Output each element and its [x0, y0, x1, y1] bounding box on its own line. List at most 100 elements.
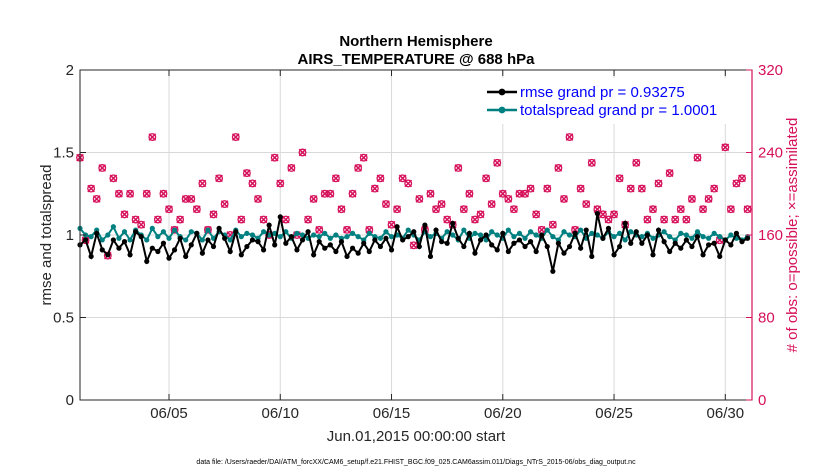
obs-possible-marker [704, 194, 713, 203]
totalspread-point [622, 237, 628, 243]
rmse-point [249, 237, 256, 243]
obs-possible-marker [148, 133, 157, 141]
obs-possible-marker [432, 205, 440, 214]
x-tick-label: 06/20 [484, 405, 522, 422]
obs-assimilated-marker [309, 195, 318, 203]
obs-assimilated-marker [198, 179, 207, 188]
rmse-point [222, 235, 228, 241]
rmse-point [255, 239, 261, 245]
data-file-footer: data file: /Users/raeder/DAI/ATM_forcXX/… [196, 459, 636, 466]
obs-possible-marker [165, 205, 173, 214]
totalspread-point [700, 234, 706, 240]
y-axis-label-left: rmse and totalspread [38, 165, 55, 306]
obs-assimilated-marker [393, 205, 401, 214]
obs-possible-marker [187, 194, 196, 203]
obs-assimilated-marker [343, 226, 351, 234]
obs-possible-marker [309, 194, 318, 203]
obs-possible-marker [465, 189, 474, 198]
totalspread-point [149, 225, 155, 231]
rmse-point [333, 248, 339, 255]
obs-assimilated-marker [465, 189, 474, 198]
obs-possible-marker [298, 148, 307, 157]
rmse-point [650, 252, 656, 258]
totalspread-point [238, 234, 244, 240]
rmse-point [639, 240, 645, 246]
obs-possible-marker [454, 164, 463, 172]
rmse-point [550, 268, 556, 274]
obs-assimilated-marker [610, 210, 618, 219]
rmse-point [166, 255, 172, 261]
totalspread-point [127, 237, 133, 243]
totalspread-point [661, 229, 667, 235]
obs-possible-marker [487, 200, 496, 209]
obs-assimilated-marker [404, 179, 413, 188]
totalspread-point [706, 235, 712, 241]
obs-assimilated-marker [98, 164, 107, 172]
obs-possible-marker [331, 174, 340, 183]
obs-possible-marker [242, 169, 251, 178]
rmse-point [678, 245, 684, 251]
y-tick-label-left: 0 [66, 392, 74, 409]
x-tick-label: 06/05 [150, 405, 188, 422]
totalspread-point [628, 229, 634, 235]
rmse-point [733, 230, 740, 236]
obs-assimilated-marker [248, 179, 257, 188]
obs-possible-marker [237, 215, 246, 224]
rmse-point [572, 230, 578, 236]
totalspread-point [450, 232, 456, 238]
rmse-point [505, 248, 511, 255]
obs-assimilated-marker [554, 164, 563, 172]
obs-assimilated-marker [231, 133, 240, 141]
obs-possible-marker [92, 194, 101, 203]
obs-possible-marker [254, 194, 262, 203]
obs-assimilated-marker [320, 189, 329, 198]
obs-possible-marker [637, 184, 646, 193]
obs-assimilated-marker [660, 215, 668, 224]
x-tick-label: 06/30 [707, 405, 745, 422]
rmse-point [494, 247, 500, 253]
obs-assimilated-marker [359, 153, 368, 162]
totalspread-point [489, 229, 495, 235]
obs-possible-marker [743, 205, 752, 214]
totalspread-point [589, 230, 595, 236]
rmse-point [171, 247, 178, 253]
obs-possible-marker [665, 169, 674, 178]
obs-assimilated-marker [582, 200, 591, 208]
rmse-point [105, 252, 111, 258]
obs-assimilated-marker [332, 174, 340, 183]
totalspread-point [355, 234, 361, 240]
rmse-point [82, 237, 89, 243]
x-tick-label: 06/25 [595, 405, 633, 422]
rmse-point [450, 220, 456, 227]
obs-assimilated-marker [254, 195, 262, 203]
rmse-point [160, 240, 167, 246]
obs-assimilated-marker [743, 205, 752, 214]
rmse-point [744, 235, 751, 241]
rmse-point [316, 239, 322, 245]
rmse-point [561, 250, 567, 256]
obs-possible-marker [604, 215, 613, 224]
obs-possible-marker [376, 174, 385, 183]
obs-possible-marker [710, 184, 719, 193]
obs-assimilated-marker [276, 179, 285, 188]
obs-possible-marker [159, 189, 168, 198]
obs-possible-marker [565, 133, 574, 141]
totalspread-point [578, 227, 584, 233]
rmse-point [628, 240, 634, 246]
totalspread-point [294, 230, 300, 236]
obs-possible-marker [259, 215, 268, 224]
obs-assimilated-marker [665, 169, 674, 177]
obs-possible-marker [215, 174, 224, 183]
rmse-point [294, 247, 300, 253]
y-tick-label-left: 1.5 [53, 145, 74, 162]
obs-possible-marker [415, 194, 424, 203]
rmse-point [455, 235, 461, 241]
y-tick-label-right: 320 [758, 62, 783, 79]
obs-assimilated-marker [576, 184, 585, 193]
rmse-point [511, 240, 517, 246]
totalspread-point [171, 227, 178, 233]
rmse-point [711, 240, 717, 246]
obs-possible-marker [98, 164, 107, 172]
rmse-point [483, 232, 489, 238]
